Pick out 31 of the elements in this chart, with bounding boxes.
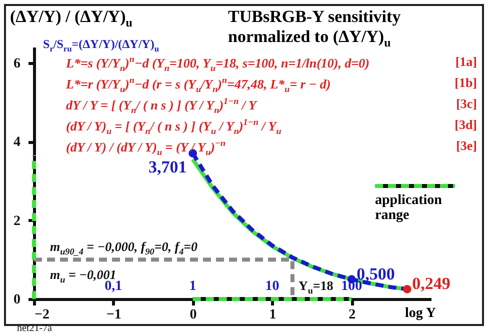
x-tick-label: 0: [190, 308, 197, 322]
text: [1b]: [454, 75, 477, 90]
x2-tick-label: 1: [189, 279, 196, 294]
text: [1a]: [455, 54, 477, 69]
chart-subtitle: normalized to (ΔY/Y)$_{u}$: [228, 27, 391, 50]
y-tick-label: 2: [14, 214, 20, 229]
annotation: S$_{r}$/S$_{ru}$=(ΔY/Y)/(ΔY/Y)$_{u}$: [43, 37, 160, 54]
text: application range: [375, 193, 443, 224]
x-tick-label: 2: [348, 308, 356, 322]
y-tick-label: 4: [14, 135, 20, 150]
text: [3c]: [456, 96, 477, 111]
text: L*=s (Y/Y$_{n}$)$^{n}$−d (Y$_{n}$=100, Y$_{u}$=18, s=100, n=1/ln(10), d=0): [66, 54, 370, 73]
data-label: 0,249: [412, 274, 450, 294]
text: L*=r (Y/Y$_{u}$)$^{n}$−d (r = s (Y$_{u}$/Y$_{n}$)$^{n}$=47,48, L*$_{u}$= r − d): [66, 75, 331, 94]
y-axis-title: (ΔY/Y) / (ΔY/Y)$_{u}$: [10, 7, 132, 30]
x-tick-label: −1: [106, 308, 122, 322]
x-tick-label: −2: [34, 308, 50, 322]
annotation: dY / Y = [ (Y$_{n}$/ ( n s ) ] (Y / Y$_{n}$)$^{1−n}$ / Y: [66, 96, 256, 116]
x-tick-label: 1: [269, 308, 276, 322]
text: [3d]: [454, 117, 477, 132]
y-tick-label: 6: [14, 56, 20, 72]
y-tick-label: 0: [14, 292, 20, 308]
x2-tick-label: 10: [265, 279, 280, 294]
chart-title: TUBsRGB-Y sensitivity: [228, 7, 401, 26]
text: (dY / Y)$_{u}$ = [ (Y$_{n}$/ ( n s ) ] (Y$_{u}$ / Y$_{n}$)$^{1−n}$ / Y$_{u}$: [66, 117, 282, 136]
annotation: Y$_{u}$=18: [298, 278, 334, 296]
text: [3e]: [456, 138, 477, 153]
annotation: m$_{u90_4}$ = −0,000, f$_{90}$=0, f$_{4}$=0: [50, 239, 198, 257]
x-axis-title: log Y: [405, 306, 436, 321]
data-label: 3,701: [148, 157, 187, 176]
text: het21-7a: [17, 323, 52, 334]
